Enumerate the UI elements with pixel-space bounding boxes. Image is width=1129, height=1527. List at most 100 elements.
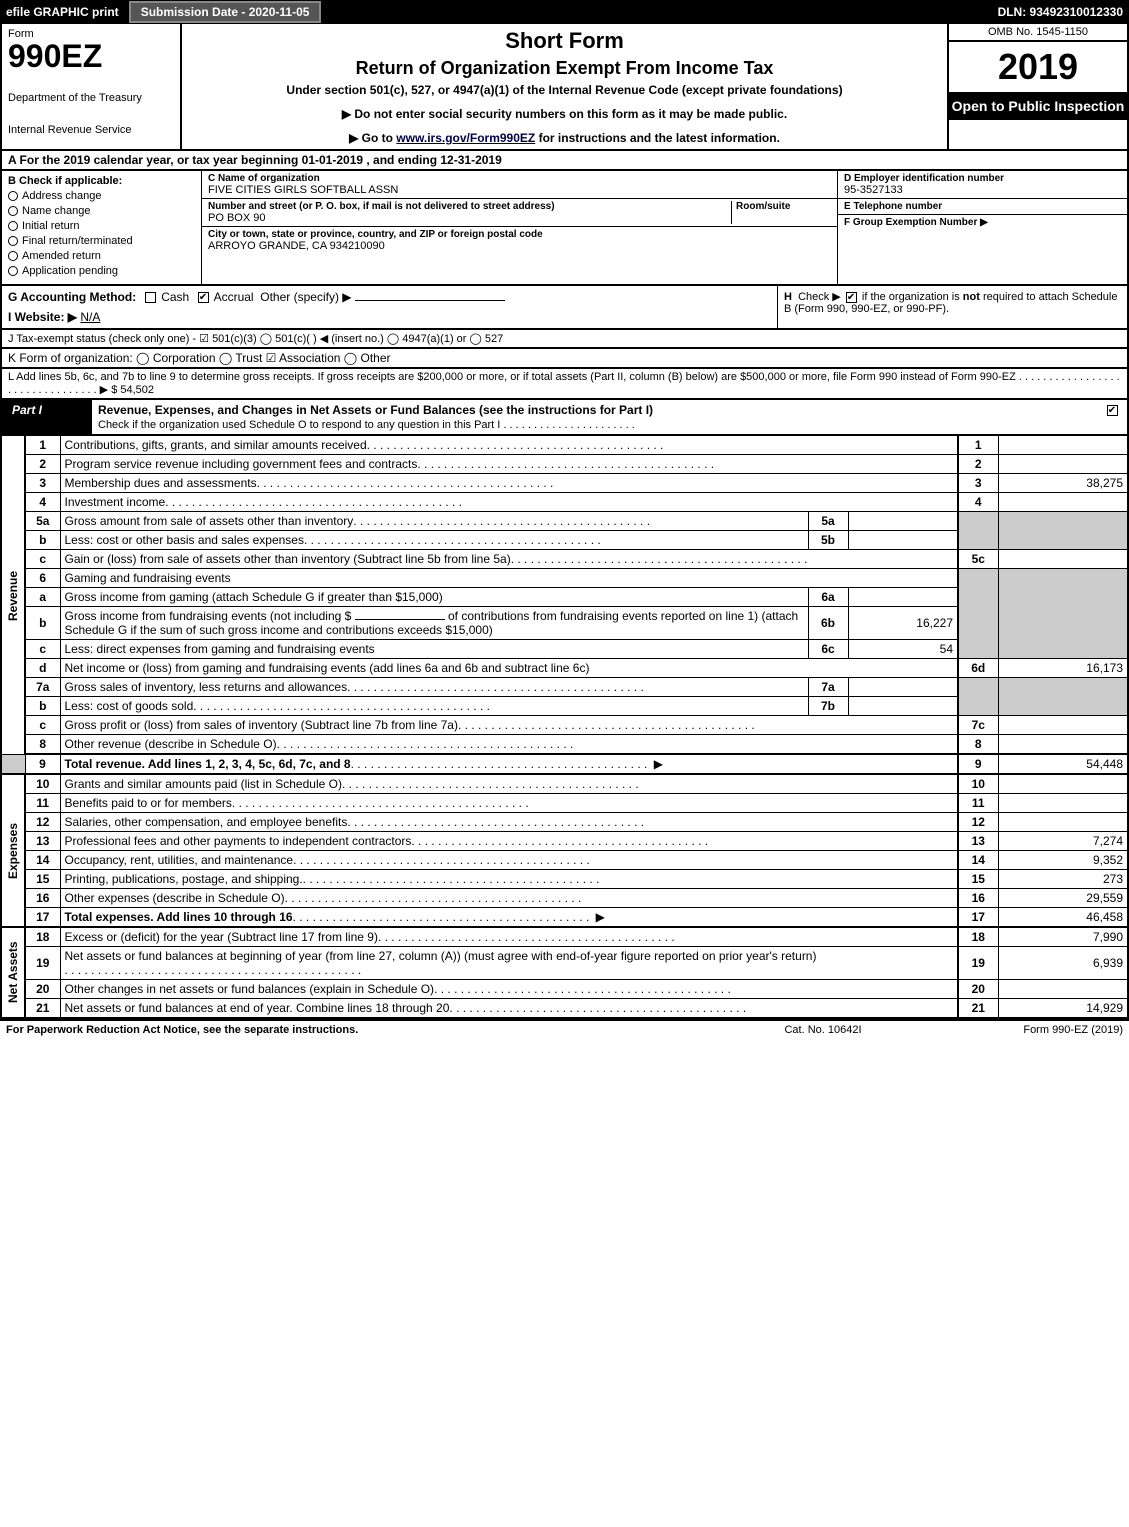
h-checkbox[interactable] — [846, 292, 857, 303]
col-num: 21 — [958, 999, 998, 1019]
col-num: 17 — [958, 908, 998, 928]
line-desc: Less: direct expenses from gaming and fu… — [65, 642, 375, 656]
header-right: OMB No. 1545-1150 2019 Open to Public In… — [947, 24, 1127, 149]
check-application-pending[interactable]: Application pending — [8, 265, 195, 277]
line-num: 10 — [25, 774, 60, 794]
col-val: 6,939 — [998, 947, 1128, 980]
check-address-change[interactable]: Address change — [8, 190, 195, 202]
line-num: 9 — [25, 754, 60, 774]
col-val — [998, 980, 1128, 999]
grey-cell — [958, 512, 998, 550]
col-num: 20 — [958, 980, 998, 999]
check-label: Name change — [22, 205, 91, 217]
sub-val — [848, 588, 958, 607]
line-desc: Membership dues and assessments — [65, 476, 257, 490]
line-4: 4 Investment income 4 — [1, 493, 1128, 512]
box-h: H Check ▶ if the organization is not req… — [777, 286, 1127, 328]
form-number: 990EZ — [8, 40, 174, 72]
col-val: 29,559 — [998, 889, 1128, 908]
grey-cell — [998, 569, 1128, 659]
catalog-number: Cat. No. 10642I — [723, 1024, 923, 1036]
part-1-table: Revenue 1 Contributions, gifts, grants, … — [0, 436, 1129, 1019]
line-num: 17 — [25, 908, 60, 928]
part-1-checkbox-col — [1097, 400, 1127, 434]
line-num: 7a — [25, 678, 60, 697]
check-label: Initial return — [22, 220, 79, 232]
line-num: 15 — [25, 870, 60, 889]
box-d-e-f: D Employer identification number 95-3527… — [837, 171, 1127, 284]
line-num: d — [25, 659, 60, 678]
sub-num: 6c — [808, 640, 848, 659]
line-8: 8 Other revenue (describe in Schedule O)… — [1, 735, 1128, 755]
check-label: Address change — [22, 190, 102, 202]
org-name-value: FIVE CITIES GIRLS SOFTBALL ASSN — [208, 184, 831, 196]
col-val — [998, 735, 1128, 755]
col-num: 15 — [958, 870, 998, 889]
line-desc: Program service revenue including govern… — [65, 457, 418, 471]
line-desc: Less: cost or other basis and sales expe… — [65, 533, 304, 547]
line-18: Net Assets 18 Excess or (deficit) for th… — [1, 927, 1128, 947]
line-num: 13 — [25, 832, 60, 851]
line-num: 6 — [25, 569, 60, 588]
col-num: 6d — [958, 659, 998, 678]
check-final-return[interactable]: Final return/terminated — [8, 235, 195, 247]
part-1-schedule-o-checkbox[interactable] — [1107, 405, 1118, 416]
line-desc: Excess or (deficit) for the year (Subtra… — [65, 930, 378, 944]
irs-link[interactable]: www.irs.gov/Form990EZ — [396, 131, 535, 145]
sub-num: 7b — [808, 697, 848, 716]
col-num: 14 — [958, 851, 998, 870]
dln-label: DLN: 93492310012330 — [992, 5, 1129, 19]
ein-cell: D Employer identification number 95-3527… — [838, 171, 1127, 199]
line-num: 20 — [25, 980, 60, 999]
line-6b-blank[interactable] — [355, 619, 445, 620]
line-desc: Gross income from gaming (attach Schedul… — [60, 588, 808, 607]
other-specify-input[interactable] — [355, 300, 505, 301]
line-num: 8 — [25, 735, 60, 755]
line-num: 2 — [25, 455, 60, 474]
col-val — [998, 455, 1128, 474]
line-19: 19 Net assets or fund balances at beginn… — [1, 947, 1128, 980]
box-c: C Name of organization FIVE CITIES GIRLS… — [202, 171, 837, 284]
efile-print-label[interactable]: efile GRAPHIC print — [0, 5, 125, 19]
line-num: a — [25, 588, 60, 607]
form-footer-label: Form 990-EZ (2019) — [923, 1024, 1123, 1036]
line-6b-text-1: Gross income from fundraising events (no… — [65, 609, 352, 623]
city-label: City or town, state or province, country… — [208, 229, 831, 240]
line-desc: Contributions, gifts, grants, and simila… — [65, 438, 367, 452]
line-7c: c Gross profit or (loss) from sales of i… — [1, 716, 1128, 735]
page-footer: For Paperwork Reduction Act Notice, see … — [0, 1019, 1129, 1039]
col-num: 16 — [958, 889, 998, 908]
sub-val — [848, 697, 958, 716]
line-10: Expenses 10 Grants and similar amounts p… — [1, 774, 1128, 794]
col-val — [998, 813, 1128, 832]
col-num: 8 — [958, 735, 998, 755]
line-num: 11 — [25, 794, 60, 813]
sub-num: 7a — [808, 678, 848, 697]
ssn-warning: ▶ Do not enter social security numbers o… — [186, 107, 943, 121]
line-6d: d Net income or (loss) from gaming and f… — [1, 659, 1128, 678]
expenses-side-label: Expenses — [1, 774, 25, 927]
col-num: 11 — [958, 794, 998, 813]
check-amended-return[interactable]: Amended return — [8, 250, 195, 262]
line-desc: Other expenses (describe in Schedule O) — [65, 891, 285, 905]
group-exemption-cell: F Group Exemption Number ▶ — [838, 215, 1127, 230]
cash-checkbox[interactable] — [145, 292, 156, 303]
part-1-header: Part I Revenue, Expenses, and Changes in… — [0, 400, 1129, 436]
open-inspection-badge: Open to Public Inspection — [949, 92, 1127, 120]
line-5c: c Gain or (loss) from sale of assets oth… — [1, 550, 1128, 569]
room-label: Room/suite — [736, 201, 831, 212]
accrual-checkbox[interactable] — [198, 292, 209, 303]
sub-num: 5a — [808, 512, 848, 531]
dept-treasury: Department of the Treasury — [8, 92, 174, 104]
line-num: 14 — [25, 851, 60, 870]
row-k-form-of-org: K Form of organization: ◯ Corporation ◯ … — [0, 349, 1129, 369]
group-exemption-label: F Group Exemption Number ▶ — [844, 217, 1121, 228]
check-initial-return[interactable]: Initial return — [8, 220, 195, 232]
line-desc: Other changes in net assets or fund bala… — [65, 982, 435, 996]
line-desc: Gross sales of inventory, less returns a… — [65, 680, 348, 694]
city-value: ARROYO GRANDE, CA 934210090 — [208, 240, 831, 252]
line-num: 3 — [25, 474, 60, 493]
revenue-side-label: Revenue — [1, 436, 25, 754]
check-name-change[interactable]: Name change — [8, 205, 195, 217]
row-l-amount: 54,502 — [120, 384, 154, 396]
